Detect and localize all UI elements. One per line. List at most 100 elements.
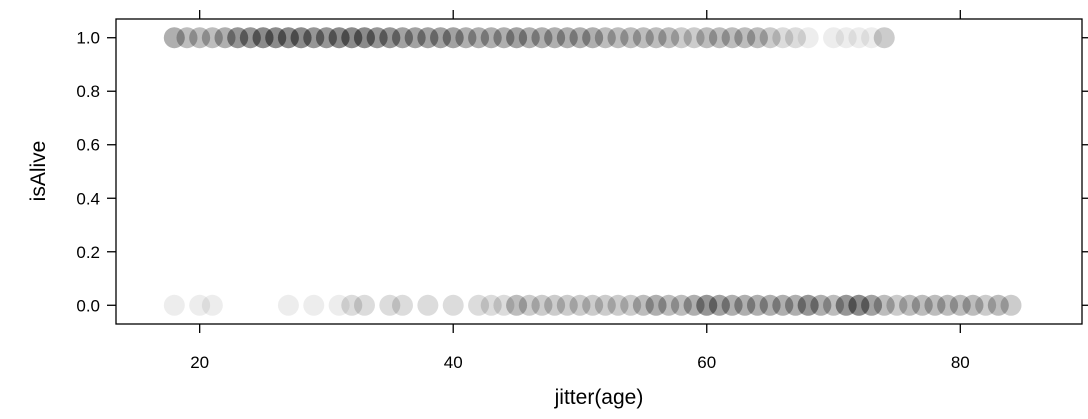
data-point [987,294,1009,316]
data-point [594,27,616,49]
data-point [518,294,540,316]
data-point [658,27,680,49]
data-point [265,27,287,49]
data-point [556,294,578,316]
data-point [594,27,616,49]
data-point [315,27,337,49]
data-point [379,27,401,49]
data-point [265,27,287,49]
data-point [746,294,768,316]
data-point [417,27,439,49]
data-point [785,294,806,316]
data-point [683,27,705,49]
data-point [189,27,211,49]
data-point [670,27,692,49]
data-point [442,27,464,49]
data-point [430,27,452,49]
data-point [746,27,768,49]
data-point [886,294,908,316]
data-point [721,294,743,316]
data-point [899,294,921,316]
data-point [227,27,249,49]
data-point [480,27,502,49]
data-point [861,294,883,316]
data-point [696,294,718,316]
data-point [746,27,768,49]
y-tick-label: 0.8 [76,82,100,101]
data-point [252,27,274,49]
data-point [379,27,401,49]
data-point [252,27,274,49]
data-point [607,294,629,316]
data-point [417,27,439,49]
data-point [759,294,781,316]
data-point [341,27,363,49]
plot-frame [115,18,1083,325]
data-point [848,294,870,316]
data-point [1000,294,1022,316]
data-point [721,27,743,49]
data-point [252,27,274,49]
data-point [506,294,528,316]
data-point [987,294,1009,316]
data-point [721,294,743,316]
data-point [353,27,375,49]
data-point [531,294,553,316]
data-point [468,27,490,49]
data-point [430,27,452,49]
data-point [455,27,477,49]
data-point [189,294,211,316]
data-point [708,294,730,316]
data-point [442,27,464,49]
data-point [835,294,857,316]
data-point [670,27,692,49]
data-point [328,27,350,49]
data-point [239,27,261,49]
data-point [861,294,883,316]
data-point [493,294,515,316]
data-point [265,27,287,49]
data-point [569,294,591,316]
data-point [734,294,756,316]
data-point [214,27,236,49]
data-point [531,27,553,49]
data-point [201,27,223,49]
data-point [582,294,604,316]
data-point [835,294,857,316]
data-point [442,27,464,49]
data-point [442,27,464,49]
data-point [835,294,857,316]
data-point [290,27,312,49]
data-point [620,27,642,49]
data-point [582,27,604,49]
data-point [404,27,426,49]
data-point [785,294,806,316]
data-point [658,294,680,316]
data-point [759,294,781,316]
data-point [696,294,718,316]
data-point [785,27,806,49]
data-point [277,27,299,49]
data-point [645,27,667,49]
data-point [721,27,743,49]
data-point [518,27,540,49]
data-point [201,27,223,49]
data-point [734,27,756,49]
data-point [227,27,249,49]
data-point [176,27,198,49]
data-point [645,27,667,49]
data-point [506,27,528,49]
data-point [468,294,490,316]
data-point [430,27,452,49]
data-point [746,294,768,316]
data-point [987,294,1009,316]
data-point [924,294,946,316]
data-point [683,294,705,316]
data-point [645,294,667,316]
data-point [277,27,299,49]
data-point [797,294,819,316]
data-point [620,294,642,316]
data-point [341,27,363,49]
data-point [544,27,566,49]
data-point [721,294,743,316]
